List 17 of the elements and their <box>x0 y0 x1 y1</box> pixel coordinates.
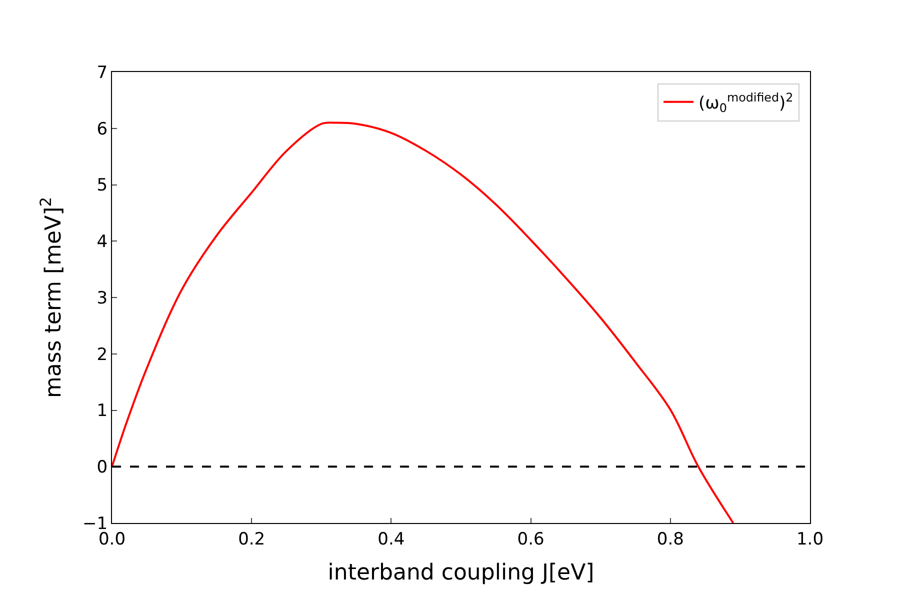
y-tick-label: 3 <box>96 288 108 308</box>
line-series <box>112 122 734 523</box>
y-tick-label: 1 <box>96 401 108 422</box>
x-tick-label: 1.0 <box>796 529 824 550</box>
x-tick-label: 0.4 <box>378 529 405 550</box>
y-tick-label: 6 <box>96 119 108 140</box>
x-tick-label: 0.0 <box>98 529 126 550</box>
legend-label: (ω$_{0}$$^{modified}$)$^{2}$ <box>698 90 794 116</box>
y-tick-label: 5 <box>96 176 108 196</box>
x-axis-title: interband coupling J[eV] <box>328 560 594 586</box>
y-tick-label: 0 <box>96 458 108 478</box>
y-tick-label: 7 <box>96 62 108 83</box>
x-tick-label: 0.2 <box>238 529 266 550</box>
y-tick-label: 2 <box>96 344 108 365</box>
x-tick-label: 0.6 <box>517 529 544 550</box>
x-tick-label: 0.8 <box>656 529 684 550</box>
y-tick-label: 4 <box>96 232 108 252</box>
